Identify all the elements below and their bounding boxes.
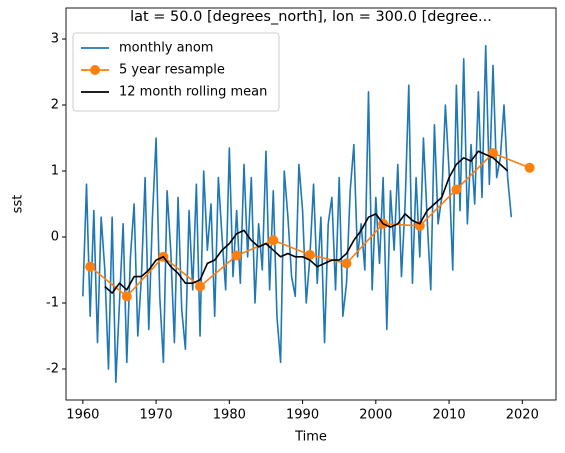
x-tick-label: 2000 — [359, 408, 392, 423]
legend: monthly anom 5 year resample 12 month roll… — [72, 32, 280, 112]
series-marker — [341, 258, 352, 269]
series-line — [82, 44, 513, 383]
y-axis-label: sst — [11, 195, 26, 214]
axes-frame — [65, 7, 557, 401]
y-tick-label: 0 — [51, 229, 59, 244]
y-tick-label: 3 — [51, 32, 59, 47]
y-tick-label: 2 — [51, 98, 59, 113]
series-marker — [85, 261, 96, 272]
x-tick-label: 1960 — [66, 408, 99, 423]
series-marker — [121, 291, 132, 302]
series-line — [89, 152, 530, 298]
series-marker — [451, 184, 462, 195]
legend-marker — [90, 65, 100, 75]
series-marker — [195, 281, 206, 292]
y-tick-label: 1 — [51, 164, 59, 179]
legend-box — [72, 32, 280, 112]
legend-label: 5 year resample — [119, 63, 225, 78]
series-marker — [304, 249, 315, 260]
series-marker — [488, 148, 499, 159]
y-tick-label: -1 — [46, 295, 59, 310]
x-tick-label: 2020 — [506, 408, 539, 423]
x-tick-label: 2010 — [433, 408, 466, 423]
x-tick-label: 1980 — [213, 408, 246, 423]
chart-title: lat = 50.0 [degrees_north], lon = 300.0 … — [130, 9, 492, 25]
y-tick-label: -2 — [46, 361, 59, 376]
series-marker — [231, 250, 242, 261]
x-tick-label: 1990 — [286, 408, 319, 423]
x-axis-label: Time — [294, 430, 327, 445]
legend-label: 12 month rolling mean — [119, 85, 267, 100]
plot-area — [82, 44, 535, 383]
x-tick-label: 1970 — [140, 408, 173, 423]
series-marker — [268, 235, 279, 246]
series-line — [104, 150, 509, 294]
series-marker — [524, 162, 535, 173]
legend-label: monthly anom — [119, 41, 213, 56]
